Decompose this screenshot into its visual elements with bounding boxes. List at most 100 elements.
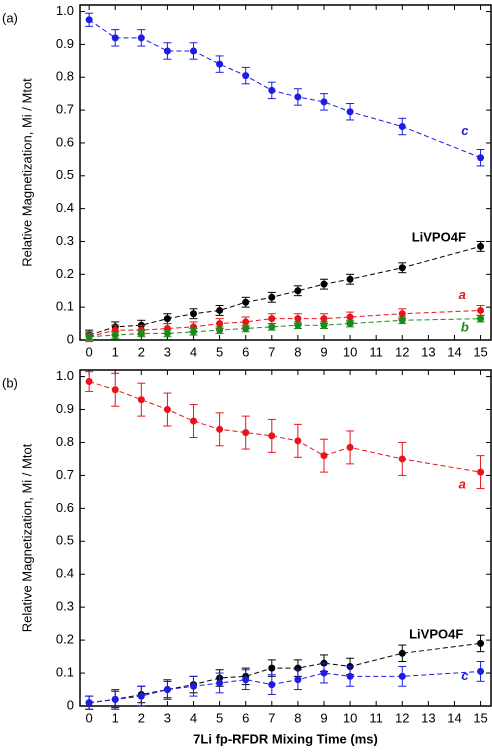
data-point	[216, 306, 224, 314]
y-tick-label: 0.5	[56, 533, 74, 548]
y-tick-label: 0.5	[56, 167, 74, 182]
series-label: LiVPO4F	[409, 627, 463, 642]
fit-line	[89, 318, 481, 338]
y-tick-label: 0.1	[56, 664, 74, 679]
x-tick-label: 2	[138, 710, 145, 725]
x-tick-label: 6	[242, 710, 249, 725]
y-tick-label: 0.4	[56, 566, 74, 581]
panel-label: (a)	[2, 10, 18, 25]
data-point	[477, 315, 485, 323]
panel-label: (b)	[2, 375, 18, 390]
y-tick-label: 0.3	[56, 599, 74, 614]
x-tick-label: 14	[447, 710, 461, 725]
y-tick-label: 0.1	[56, 299, 74, 314]
data-point	[137, 329, 145, 337]
data-point	[268, 86, 276, 94]
data-point	[216, 320, 224, 328]
y-tick-label: 0.7	[56, 467, 74, 482]
x-tick-label: 10	[343, 710, 357, 725]
data-point	[163, 686, 171, 694]
plot-frame	[79, 369, 492, 707]
x-tick-label: 4	[190, 344, 197, 359]
fit-line	[88, 19, 481, 159]
data-point	[242, 429, 250, 437]
y-axis-label: Relative Magnetization, Mi / Mtot	[19, 78, 34, 267]
x-tick-label: 13	[421, 344, 435, 359]
fit-line	[89, 642, 481, 704]
data-point	[268, 315, 276, 323]
data-point	[137, 692, 145, 700]
y-tick-label: 0	[67, 697, 74, 712]
y-tick-label: 0.4	[56, 200, 74, 215]
y-tick-label: 0.9	[56, 401, 74, 416]
x-tick-label: 12	[395, 710, 409, 725]
series-label: a	[459, 477, 466, 492]
data-point	[398, 264, 406, 272]
data-point	[477, 667, 485, 675]
data-point	[163, 406, 171, 414]
data-point	[190, 310, 198, 318]
x-tick-label: 1	[112, 710, 119, 725]
series-label: LiVPO4F	[412, 230, 466, 245]
data-point	[294, 437, 302, 445]
y-tick-label: 0.3	[56, 233, 74, 248]
data-point	[111, 331, 119, 339]
x-tick-label: 15	[473, 344, 487, 359]
x-tick-label: 7	[268, 344, 275, 359]
data-point	[85, 378, 93, 386]
data-point	[294, 315, 302, 323]
data-point	[477, 306, 485, 314]
x-tick-label: 11	[369, 710, 383, 725]
data-point	[320, 98, 328, 106]
data-point	[190, 328, 198, 336]
data-point	[190, 682, 198, 690]
x-tick-label: 14	[447, 344, 461, 359]
data-point	[163, 47, 171, 55]
data-point	[346, 320, 354, 328]
data-point	[268, 293, 276, 301]
data-point	[477, 468, 485, 476]
y-tick-label: 0.7	[56, 102, 74, 117]
x-tick-label: 7	[268, 710, 275, 725]
data-point	[111, 386, 119, 394]
y-tick-label: 0.2	[56, 266, 74, 281]
x-tick-label: 0	[86, 710, 93, 725]
x-tick-label: 4	[190, 710, 197, 725]
y-tick-label: 0.6	[56, 500, 74, 515]
data-point	[268, 323, 276, 331]
series-label: b	[461, 319, 469, 334]
x-axis-label: 7Li fp-RFDR Mixing Time (ms)	[193, 731, 378, 746]
data-point	[242, 298, 250, 306]
data-point	[398, 455, 406, 463]
data-point	[320, 315, 328, 323]
data-point	[294, 287, 302, 295]
data-point	[85, 16, 93, 24]
x-tick-label: 9	[320, 710, 327, 725]
x-tick-label: 6	[242, 344, 249, 359]
x-tick-label: 5	[216, 344, 223, 359]
data-point	[242, 325, 250, 333]
data-point	[398, 649, 406, 657]
x-tick-label: 3	[164, 344, 171, 359]
data-point	[398, 316, 406, 324]
x-tick-label: 11	[369, 344, 383, 359]
x-tick-label: 10	[343, 344, 357, 359]
x-tick-label: 13	[421, 710, 435, 725]
data-point	[320, 321, 328, 329]
fit-line	[88, 245, 481, 336]
x-tick-label: 8	[294, 344, 301, 359]
data-point	[242, 318, 250, 326]
data-point	[268, 681, 276, 689]
y-tick-label: 0.9	[56, 36, 74, 51]
data-point	[346, 443, 354, 451]
data-point	[346, 672, 354, 680]
data-point	[346, 313, 354, 321]
y-tick-label: 1.0	[56, 3, 74, 18]
series-label: a	[459, 287, 466, 302]
data-point	[477, 639, 485, 647]
data-point	[163, 329, 171, 337]
data-point	[163, 315, 171, 323]
y-tick-label: 1.0	[56, 368, 74, 383]
data-point	[111, 695, 119, 703]
